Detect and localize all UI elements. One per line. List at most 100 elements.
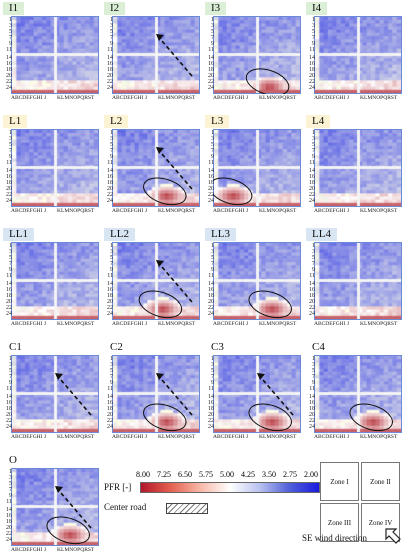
y-tick-label: 9 [211, 154, 214, 160]
y-tick-label: 11 [6, 47, 12, 53]
x-axis-right-label: KLMNOPQRST [158, 321, 196, 327]
panel-i3: I3 1 3 5 7 9 11 14 16 18 20 22 24 ABCDEFGHI J KLMNOPQR… [205, 2, 305, 107]
y-tick-label: 5 [312, 142, 315, 148]
y-tick-label: 22 [6, 192, 12, 198]
y-tick-label: 24 [208, 424, 214, 430]
y-tick-label: 14 [208, 394, 214, 400]
panel-title: L1 [3, 115, 28, 128]
x-axis-left-label: ABCDEFGHI J [314, 95, 349, 101]
y-tick-label: 20 [6, 299, 12, 305]
y-tick-label: 5 [211, 29, 214, 35]
y-tick-label: 18 [208, 293, 214, 299]
x-axis-right-label: KLMNOPQRST [360, 208, 398, 214]
wind-label: SE wind direction [302, 533, 367, 543]
x-axis-right-label: KLMNOPQRST [158, 208, 196, 214]
y-tick-label: 16 [107, 287, 113, 293]
y-tick-label: 16 [309, 61, 315, 67]
y-tick-label: 24 [6, 198, 12, 204]
y-tick-label: 22 [208, 305, 214, 311]
y-tick-label: 18 [107, 67, 113, 73]
panel-ll2: LL2 1 3 5 7 9 11 14 16 18 20 22 24 ABCDEFGHI J KLMNOPQ… [104, 228, 204, 333]
y-tick-label: 22 [6, 79, 12, 85]
panel-title: LL4 [306, 228, 337, 241]
y-tick-label: 9 [312, 380, 315, 386]
y-tick-label: 7 [110, 374, 113, 380]
x-axis-right-label: KLMNOPQRST [360, 321, 398, 327]
y-tick-label: 24 [208, 198, 214, 204]
y-tick-label: 14 [208, 168, 214, 174]
y-tick-label: 16 [6, 400, 12, 406]
y-tick-label: 24 [309, 198, 315, 204]
zone-2: Zone II [361, 462, 400, 501]
y-tick-label: 11 [107, 386, 113, 392]
y-tick-label: 9 [312, 267, 315, 273]
y-tick-label: 3 [110, 249, 113, 255]
y-tick-label: 22 [107, 79, 113, 85]
scale-tick-label: 8.00 [136, 470, 150, 479]
y-tick-label: 18 [309, 406, 315, 412]
y-tick-label: 7 [211, 374, 214, 380]
y-tick-label: 20 [6, 412, 12, 418]
x-axis-left-label: ABCDEFGHI J [11, 321, 46, 327]
y-tick-label: 24 [6, 311, 12, 317]
y-tick-label: 5 [110, 142, 113, 148]
y-tick-label: 11 [309, 273, 315, 279]
y-tick-label: 3 [110, 136, 113, 142]
y-tick-label: 18 [6, 180, 12, 186]
y-tick-label: 22 [6, 418, 12, 424]
y-tick-label: 20 [208, 299, 214, 305]
y-tick-label: 9 [312, 41, 315, 47]
pfr-heatmap [213, 242, 301, 320]
x-axis-left-label: ABCDEFGHI J [11, 547, 46, 553]
x-axis-right-label: KLMNOPQRST [158, 434, 196, 440]
panel-title: C3 [205, 341, 230, 354]
y-tick-label: 24 [309, 311, 315, 317]
y-tick-label: 14 [309, 281, 315, 287]
x-axis-right-label: KLMNOPQRST [57, 434, 95, 440]
y-tick-label: 7 [9, 35, 12, 41]
x-axis-left-label: ABCDEFGHI J [213, 434, 248, 440]
y-tick-label: 7 [9, 487, 12, 493]
y-tick-label: 5 [312, 255, 315, 261]
y-tick-label: 16 [208, 400, 214, 406]
panel-l4: L4 1 3 5 7 9 11 14 16 18 20 22 24 ABCDEFGHI J KLMNOPQR… [306, 115, 406, 220]
y-tick-label: 1 [211, 130, 214, 136]
y-tick-label: 11 [208, 273, 214, 279]
x-axis-left-label: ABCDEFGHI J [11, 95, 46, 101]
y-tick-label: 5 [9, 255, 12, 261]
road-hatch-swatch [166, 503, 208, 514]
x-axis-left-label: ABCDEFGHI J [314, 434, 349, 440]
y-tick-label: 24 [6, 85, 12, 91]
x-axis-right-label: KLMNOPQRST [360, 434, 398, 440]
pfr-heatmap [314, 16, 402, 94]
zone-3: Zone III [320, 503, 359, 542]
y-tick-label: 24 [107, 198, 113, 204]
y-tick-label: 11 [6, 160, 12, 166]
y-tick-label: 20 [6, 525, 12, 531]
x-axis-left-label: ABCDEFGHI J [112, 321, 147, 327]
y-tick-label: 3 [9, 136, 12, 142]
y-tick-label: 16 [107, 400, 113, 406]
y-tick-label: 22 [309, 192, 315, 198]
x-axis-left-label: ABCDEFGHI J [112, 95, 147, 101]
y-tick-label: 18 [309, 67, 315, 73]
pfr-heatmap [112, 355, 200, 433]
y-tick-label: 14 [107, 281, 113, 287]
y-tick-label: 24 [309, 424, 315, 430]
y-tick-label: 20 [6, 73, 12, 79]
y-tick-label: 5 [9, 142, 12, 148]
y-tick-label: 3 [312, 362, 315, 368]
y-tick-label: 7 [211, 261, 214, 267]
y-tick-label: 9 [110, 267, 113, 273]
y-tick-label: 1 [9, 130, 12, 136]
x-axis-left-label: ABCDEFGHI J [314, 208, 349, 214]
y-tick-label: 18 [107, 180, 113, 186]
y-tick-label: 20 [208, 412, 214, 418]
y-tick-label: 16 [309, 400, 315, 406]
y-tick-label: 11 [6, 386, 12, 392]
y-tick-label: 22 [107, 192, 113, 198]
y-tick-label: 20 [107, 299, 113, 305]
panel-i4: I4 1 3 5 7 9 11 14 16 18 20 22 24 ABCDEFGHI J KLMNOPQR… [306, 2, 406, 107]
y-tick-label: 7 [9, 374, 12, 380]
scale-tick-label: 5.75 [199, 470, 213, 479]
